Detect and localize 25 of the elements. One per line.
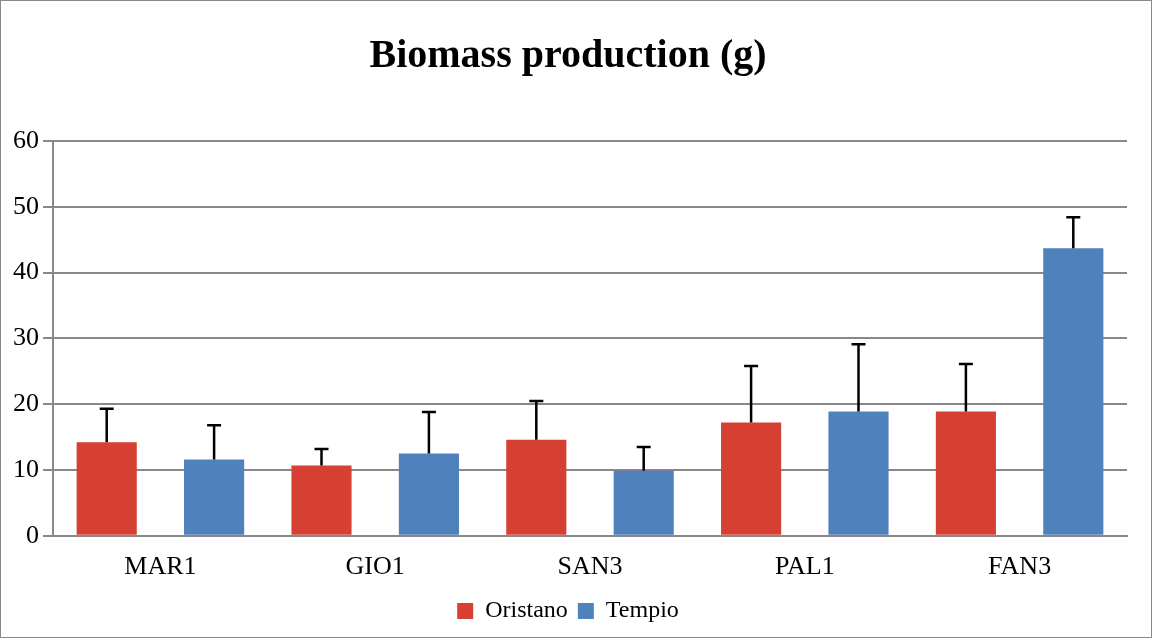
legend-label: Oristano (485, 596, 568, 623)
y-tick-label: 50 (13, 190, 39, 220)
y-tick-label: 0 (26, 519, 39, 549)
y-tick-label: 60 (13, 124, 39, 154)
legend-label: Tempio (605, 596, 679, 623)
y-tick-label: 20 (13, 388, 39, 418)
y-tick-label: 30 (13, 322, 39, 352)
x-tick-label: PAL1 (774, 551, 835, 581)
bar (291, 465, 352, 535)
chart-title: Biomass production (g) (369, 31, 767, 77)
x-tick-label: GIO1 (345, 551, 405, 581)
bar (828, 411, 889, 535)
y-tick-label: 10 (13, 453, 39, 483)
x-tick-label: MAR1 (124, 551, 197, 581)
bar (76, 442, 137, 535)
bar (398, 453, 459, 535)
bar (1043, 248, 1104, 535)
bar (184, 459, 245, 535)
x-tick-label: SAN3 (557, 551, 623, 581)
x-tick-label: FAN3 (988, 551, 1052, 581)
bar (506, 439, 567, 535)
bar (721, 422, 782, 535)
bar (613, 470, 674, 535)
bar (935, 411, 996, 535)
y-tick-label: 40 (13, 256, 39, 286)
